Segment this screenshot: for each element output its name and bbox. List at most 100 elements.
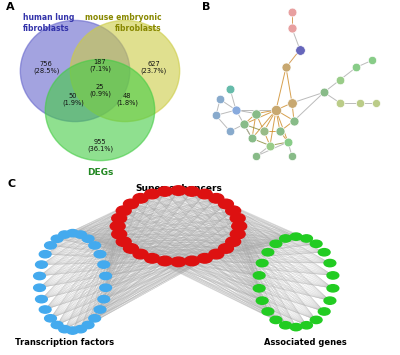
Point xyxy=(261,129,267,134)
Ellipse shape xyxy=(82,235,94,242)
Ellipse shape xyxy=(324,297,336,304)
Point xyxy=(297,47,303,53)
Ellipse shape xyxy=(89,315,100,322)
Ellipse shape xyxy=(318,248,330,256)
Ellipse shape xyxy=(197,189,212,199)
Point xyxy=(213,113,219,118)
Ellipse shape xyxy=(218,199,233,209)
Text: Super-enhancers: Super-enhancers xyxy=(135,184,222,193)
Text: mouse embryonic
fibroblasts: mouse embryonic fibroblasts xyxy=(85,13,162,33)
Text: B: B xyxy=(202,2,210,12)
Ellipse shape xyxy=(94,251,106,258)
Point xyxy=(357,100,363,106)
Ellipse shape xyxy=(232,222,247,231)
Ellipse shape xyxy=(327,285,339,292)
Ellipse shape xyxy=(230,213,245,223)
Ellipse shape xyxy=(124,199,138,209)
Ellipse shape xyxy=(197,253,212,263)
Ellipse shape xyxy=(100,272,112,280)
Ellipse shape xyxy=(318,308,330,315)
Ellipse shape xyxy=(301,235,312,242)
Ellipse shape xyxy=(209,249,224,259)
Circle shape xyxy=(70,20,180,121)
Ellipse shape xyxy=(51,235,63,242)
Ellipse shape xyxy=(184,187,200,196)
Point xyxy=(289,26,295,31)
Text: 187
(7.1%): 187 (7.1%) xyxy=(89,59,111,72)
Ellipse shape xyxy=(253,285,265,292)
Ellipse shape xyxy=(327,272,339,279)
Ellipse shape xyxy=(256,297,268,304)
Ellipse shape xyxy=(133,193,148,203)
Ellipse shape xyxy=(145,189,160,199)
Point xyxy=(227,129,233,134)
Point xyxy=(289,153,295,159)
Ellipse shape xyxy=(262,248,274,256)
Ellipse shape xyxy=(310,240,322,247)
Ellipse shape xyxy=(59,231,70,238)
Point xyxy=(253,153,259,159)
Ellipse shape xyxy=(34,272,46,280)
Text: 50
(1.9%): 50 (1.9%) xyxy=(62,93,84,106)
Point xyxy=(233,107,239,113)
Point xyxy=(277,129,283,134)
Point xyxy=(253,111,259,116)
Ellipse shape xyxy=(301,322,312,329)
Point xyxy=(291,118,297,124)
Text: DEGs: DEGs xyxy=(87,168,113,177)
Ellipse shape xyxy=(98,261,110,268)
Point xyxy=(369,58,375,63)
Point xyxy=(289,10,295,15)
Ellipse shape xyxy=(310,316,322,323)
Point xyxy=(321,89,327,95)
Ellipse shape xyxy=(253,272,265,279)
Ellipse shape xyxy=(98,295,110,303)
Point xyxy=(289,100,295,106)
Point xyxy=(267,143,273,148)
Ellipse shape xyxy=(45,315,56,322)
Point xyxy=(249,136,255,141)
Point xyxy=(273,107,279,113)
Text: 955
(36.1%): 955 (36.1%) xyxy=(87,139,113,152)
Ellipse shape xyxy=(184,256,200,266)
Ellipse shape xyxy=(280,235,292,242)
Ellipse shape xyxy=(36,295,47,303)
Ellipse shape xyxy=(290,323,302,331)
Point xyxy=(217,97,223,102)
Circle shape xyxy=(45,60,155,160)
Ellipse shape xyxy=(67,230,78,237)
Ellipse shape xyxy=(36,261,47,268)
Text: C: C xyxy=(8,179,16,189)
Ellipse shape xyxy=(324,260,336,267)
Ellipse shape xyxy=(39,306,51,313)
Ellipse shape xyxy=(100,284,112,291)
Point xyxy=(227,86,233,92)
Point xyxy=(285,139,291,145)
Ellipse shape xyxy=(51,321,63,329)
Point xyxy=(283,65,289,70)
Ellipse shape xyxy=(226,206,241,215)
Ellipse shape xyxy=(67,327,78,334)
Ellipse shape xyxy=(158,256,172,266)
Ellipse shape xyxy=(112,229,127,239)
Text: 756
(28.5%): 756 (28.5%) xyxy=(33,61,60,74)
Text: 25
(0.9%): 25 (0.9%) xyxy=(89,84,111,97)
Text: 627
(23.7%): 627 (23.7%) xyxy=(141,61,167,74)
Ellipse shape xyxy=(116,206,131,215)
Ellipse shape xyxy=(145,253,160,263)
Ellipse shape xyxy=(82,321,94,329)
Ellipse shape xyxy=(226,237,241,246)
Text: human lung
fibroblasts: human lung fibroblasts xyxy=(23,13,74,33)
Ellipse shape xyxy=(39,251,51,258)
Text: Transcription factors: Transcription factors xyxy=(15,338,114,347)
Ellipse shape xyxy=(280,322,292,329)
Ellipse shape xyxy=(124,244,138,253)
Ellipse shape xyxy=(262,308,274,315)
Point xyxy=(241,121,247,127)
Ellipse shape xyxy=(171,257,186,267)
Point xyxy=(353,65,359,70)
Circle shape xyxy=(20,20,130,121)
Ellipse shape xyxy=(158,187,172,196)
Point xyxy=(337,77,343,83)
Ellipse shape xyxy=(133,249,148,259)
